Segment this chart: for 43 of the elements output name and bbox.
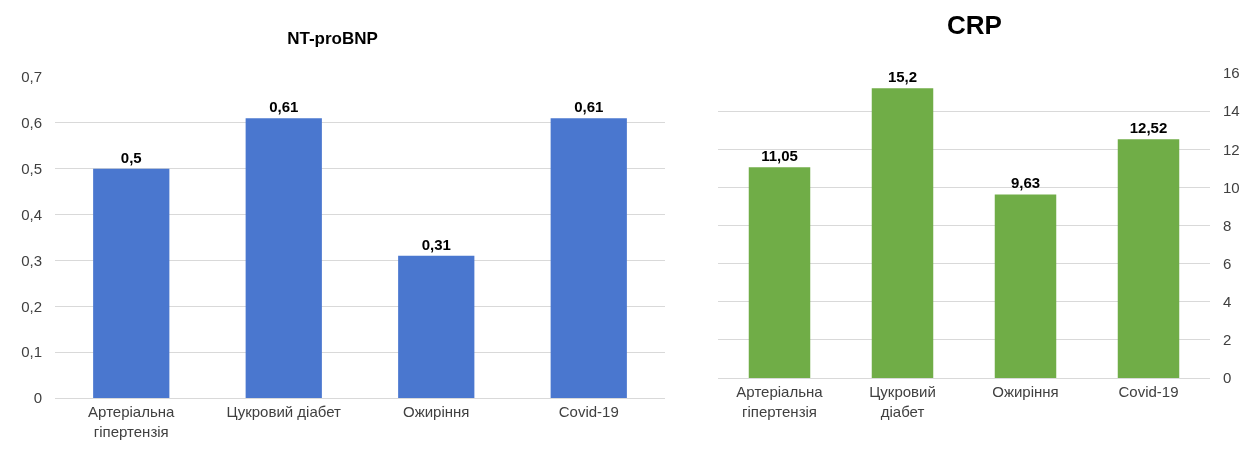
y-tick-label: 0,7 <box>21 68 42 86</box>
data-label: 0,31 <box>421 235 451 253</box>
bar <box>1117 139 1180 378</box>
x-tick-label: Covid-19 <box>558 403 619 420</box>
y2-tick-label: 0 <box>1223 369 1232 387</box>
y-tick-label: 0,2 <box>21 297 42 315</box>
bar <box>398 255 475 398</box>
y-tick-label: 0,4 <box>21 205 42 223</box>
y2-tick-label: 12 <box>1223 140 1240 158</box>
x-tick-label: Ожиріння <box>992 383 1059 400</box>
data-label: 0,5 <box>120 148 142 166</box>
y-tick-label: 0,3 <box>21 251 42 269</box>
x-tick-label: Ожиріння <box>403 403 470 420</box>
y2-tick-label: 2 <box>1223 331 1232 349</box>
y2-tick-label: 10 <box>1223 178 1240 196</box>
bar <box>93 168 170 398</box>
bar <box>871 88 934 378</box>
bar <box>994 194 1057 378</box>
x-tick-label: Артеріальна гіпертензія <box>88 403 176 440</box>
y2-tick-label: 14 <box>1223 102 1240 120</box>
x-tick-label: Артеріальна гіпертензія <box>736 383 824 420</box>
y2-tick-label: 16 <box>1223 64 1240 82</box>
data-label: 11,05 <box>761 147 798 165</box>
y-tick-label: 0 <box>33 389 42 407</box>
bar <box>550 118 627 398</box>
chart-title: NT-proBNP <box>287 28 378 48</box>
x-tick-label: Covid-19 <box>1118 383 1179 400</box>
y-tick-label: 0,1 <box>21 343 42 361</box>
bar <box>245 118 322 398</box>
y2-tick-label: 8 <box>1223 216 1232 234</box>
y-tick-label: 0,6 <box>21 114 42 132</box>
x-tick-label: Цукровий діабет <box>869 383 936 420</box>
data-label: 0,61 <box>269 98 299 116</box>
y-tick-label: 0,5 <box>21 159 42 177</box>
y2-tick-label: 6 <box>1223 254 1232 272</box>
chart-title: CRP <box>947 10 1002 41</box>
data-label: 12,52 <box>1129 119 1168 137</box>
bar <box>748 167 811 378</box>
data-label: 9,63 <box>1010 174 1041 192</box>
data-label: 0,61 <box>574 98 604 116</box>
x-tick-label: Цукровий діабет <box>226 403 342 420</box>
y2-tick-label: 4 <box>1223 293 1232 310</box>
data-label: 15,2 <box>887 68 918 86</box>
